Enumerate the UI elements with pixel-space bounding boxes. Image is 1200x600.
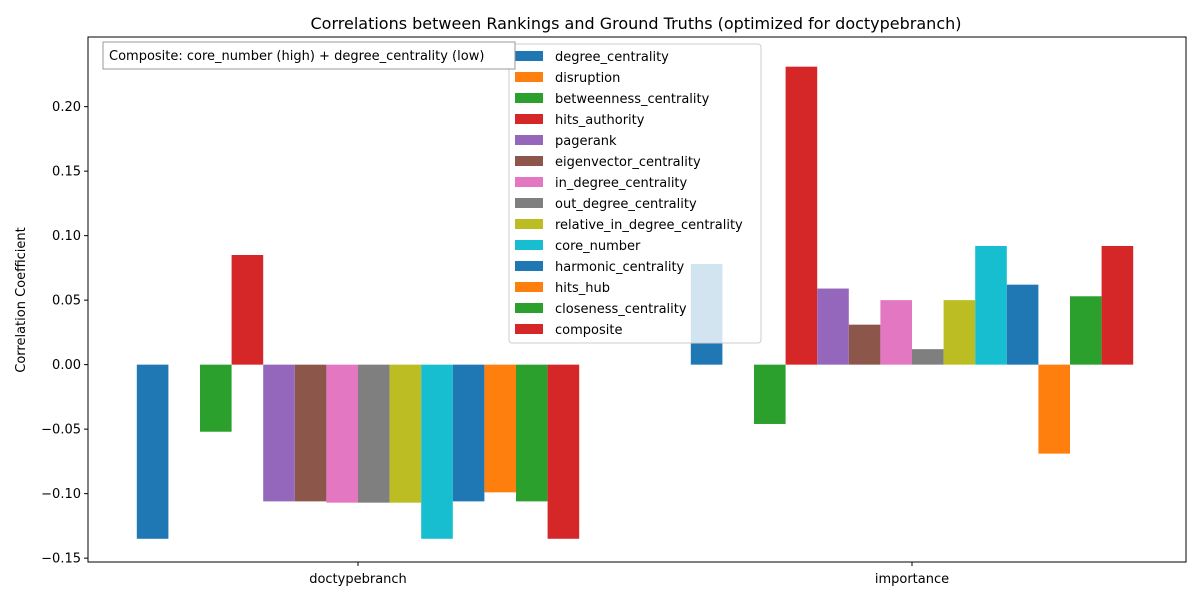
bar-in-degree-centrality-importance — [880, 300, 912, 365]
x-tick-label: importance — [875, 572, 949, 587]
bar-pagerank-importance — [817, 288, 849, 365]
bar-harmonic-centrality-importance — [1006, 284, 1039, 365]
legend-label: degree_centrality — [555, 50, 669, 65]
legend-swatch — [515, 219, 543, 229]
bar-hits-hub-doctypebranch — [484, 364, 516, 493]
legend-label: relative_in_degree_centrality — [555, 218, 743, 233]
axes-layer: −0.15 −0.10 −0.05 0.00 0.05 0.10 0.15 0.20 docty… — [41, 36, 1187, 587]
bar-betweenness-centrality-doctypebranch — [200, 364, 232, 432]
legend-swatch — [515, 240, 543, 250]
legend-label: in_degree_centrality — [555, 176, 688, 191]
legend-swatch — [515, 177, 543, 187]
legend: degree_centrality disruption betweenness_c… — [508, 43, 762, 344]
y-tick-label: 0.00 — [52, 358, 81, 373]
legend-swatch — [515, 114, 543, 124]
bar-pagerank-doctypebranch — [263, 364, 295, 502]
legend-swatch — [515, 93, 543, 103]
legend-label: betweenness_centrality — [555, 92, 710, 107]
legend-swatch — [515, 198, 543, 208]
bar-relative-in-degree-centrality-importance — [943, 300, 976, 365]
legend-swatch — [515, 282, 543, 292]
bar-degree-centrality-doctypebranch — [136, 364, 169, 539]
y-tick-label: −0.05 — [41, 423, 81, 438]
legend-label: core_number — [555, 239, 641, 254]
x-tick-label: doctypebranch — [309, 572, 407, 587]
bar-hits-hub-importance — [1038, 364, 1070, 454]
legend-label: composite — [555, 323, 622, 338]
legend-swatch — [515, 135, 543, 145]
legend-label: harmonic_centrality — [555, 260, 685, 275]
bar-composite-doctypebranch — [547, 364, 580, 539]
bar-eigenvector-centrality-importance — [848, 324, 881, 365]
y-tick-label: 0.05 — [52, 294, 81, 309]
bar-core-number-doctypebranch — [421, 364, 453, 539]
chart-title: Correlations between Rankings and Ground… — [310, 14, 961, 33]
y-tick-label: −0.15 — [41, 552, 81, 567]
y-tick-label: −0.10 — [41, 487, 81, 502]
legend-label: hits_authority — [555, 113, 645, 128]
bar-closeness-centrality-doctypebranch — [516, 364, 548, 502]
y-tick-label: 0.10 — [52, 229, 81, 244]
bar-eigenvector-centrality-doctypebranch — [294, 364, 327, 502]
legend-swatch — [515, 324, 543, 334]
bar-in-degree-centrality-doctypebranch — [326, 364, 358, 503]
bar-hits-authority-importance — [785, 66, 818, 365]
bar-betweenness-centrality-importance — [754, 364, 786, 424]
composite-note: Composite: core_number (high) + degree_c… — [102, 41, 516, 70]
plot-frame — [87, 36, 1187, 563]
legend-swatch — [515, 51, 543, 61]
bar-core-number-importance — [975, 245, 1007, 365]
legend-swatch — [515, 72, 543, 82]
legend-label: out_degree_centrality — [555, 197, 697, 212]
bar-closeness-centrality-importance — [1070, 296, 1102, 365]
legend-label: eigenvector_centrality — [555, 155, 701, 170]
legend-label: hits_hub — [555, 281, 610, 296]
y-axis-label: Correlation Coefficient — [14, 227, 29, 373]
bar-relative-in-degree-centrality-doctypebranch — [389, 364, 422, 503]
legend-label: pagerank — [555, 134, 617, 149]
legend-box — [508, 43, 762, 344]
legend-swatch — [515, 303, 543, 313]
y-tick-label: 0.20 — [52, 100, 81, 115]
y-tick-label: 0.15 — [52, 165, 81, 180]
legend-label: disruption — [555, 71, 620, 86]
bar-composite-importance — [1101, 245, 1134, 365]
bar-out-degree-centrality-doctypebranch — [358, 364, 390, 503]
legend-swatch — [515, 156, 543, 166]
legend-swatch — [515, 261, 543, 271]
composite-note-box — [102, 41, 516, 70]
bar-hits-authority-doctypebranch — [231, 255, 264, 365]
bar-harmonic-centrality-doctypebranch — [452, 364, 485, 502]
composite-note-text: Composite: core_number (high) + degree_c… — [109, 49, 484, 64]
bar-out-degree-centrality-importance — [912, 349, 944, 365]
legend-label: closeness_centrality — [555, 302, 687, 317]
